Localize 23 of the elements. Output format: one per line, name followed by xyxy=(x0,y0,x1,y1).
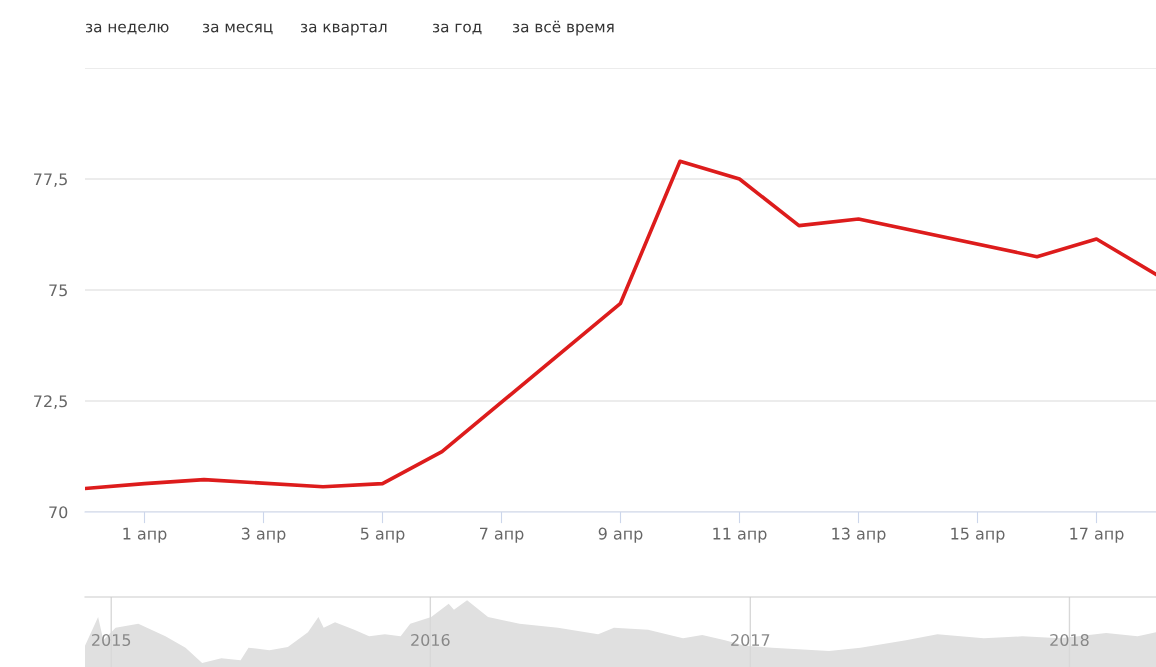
text: за всё время xyxy=(512,20,614,36)
y-tick-label: 75 xyxy=(49,284,67,297)
y-tick-label: 70 xyxy=(49,506,68,519)
text: за квартал xyxy=(300,23,387,36)
text: за год xyxy=(432,23,482,35)
x-tick-label: 2018 xyxy=(1050,633,1089,647)
x-tick-label: 15 апр xyxy=(951,527,1005,543)
x-tick-label: 9 апр xyxy=(598,527,643,543)
x-tick-label: 17 апр xyxy=(1070,527,1124,543)
x-tick-label: 5 апр xyxy=(360,527,405,543)
x-tick-label: 3 апр xyxy=(241,527,286,543)
x-tick-label: 13 апр xyxy=(832,527,886,543)
x-tick-label: 2015 xyxy=(92,633,131,647)
x-tick-label: 2016 xyxy=(411,633,450,647)
x-tick-label: 1 апр xyxy=(123,527,167,543)
x-tick-label: 11 апр xyxy=(713,527,767,543)
text: за неделю xyxy=(85,23,169,35)
y-tick-label: 77,5 xyxy=(34,173,67,187)
x-tick-label: 7 апр xyxy=(480,527,524,543)
y-tick-label: 72,5 xyxy=(34,395,67,409)
x-tick-label: 2017 xyxy=(731,633,770,647)
text: за месяц xyxy=(202,23,273,35)
line-series xyxy=(85,159,1156,491)
